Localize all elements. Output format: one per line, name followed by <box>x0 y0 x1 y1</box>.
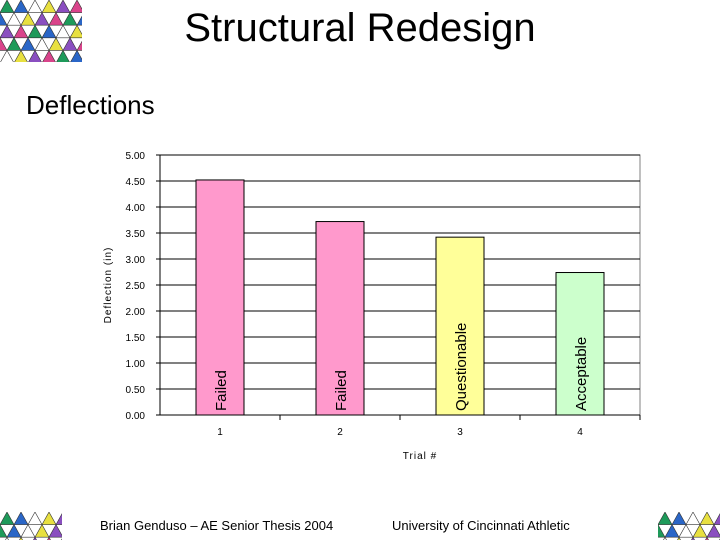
y-tick-label: 4.50 <box>126 177 146 188</box>
y-tick-label: 1.50 <box>126 333 146 344</box>
bar <box>435 236 485 416</box>
slide-title: Structural Redesign <box>184 6 536 50</box>
triangle-pattern-top-left <box>0 0 82 62</box>
bar-label: Acceptable <box>573 337 590 411</box>
x-tick-label: 4 <box>577 427 583 438</box>
triangle-pattern-bottom-right <box>658 512 720 540</box>
bar-label: Questionable <box>453 323 470 411</box>
bar-label: Failed <box>333 370 350 411</box>
y-tick-label: 2.50 <box>126 281 146 292</box>
y-tick-label: 4.00 <box>126 203 146 214</box>
bar <box>195 179 245 416</box>
y-axis-title: Deflection (in) <box>103 247 114 324</box>
y-tick-label: 1.00 <box>126 359 146 370</box>
triangle-pattern-bottom-left <box>0 512 62 540</box>
y-tick-label: 2.00 <box>126 307 146 318</box>
x-tick-label: 2 <box>337 427 343 438</box>
bar-label: Failed <box>213 370 230 411</box>
y-tick-label: 0.00 <box>126 411 146 422</box>
footer-author: Brian Genduso – AE Senior Thesis 2004 <box>100 518 334 533</box>
x-tick-label: 3 <box>457 427 463 438</box>
x-axis-title: Trial # <box>403 451 437 462</box>
y-tick-label: 5.00 <box>126 151 146 162</box>
bar <box>315 221 365 416</box>
footer-project: University of Cincinnati Athletic <box>392 518 570 533</box>
y-tick-label: 3.50 <box>126 229 146 240</box>
bar <box>555 272 605 416</box>
y-tick-label: 3.00 <box>126 255 146 266</box>
deflection-bar-chart: 0.00 0.50 1.00 1.50 2.00 2.50 3.00 3.50 4.00 4.50… <box>103 151 641 462</box>
y-tick-label: 0.50 <box>126 385 146 396</box>
x-tick-label: 1 <box>217 427 223 438</box>
slide-subtitle: Deflections <box>26 90 155 120</box>
